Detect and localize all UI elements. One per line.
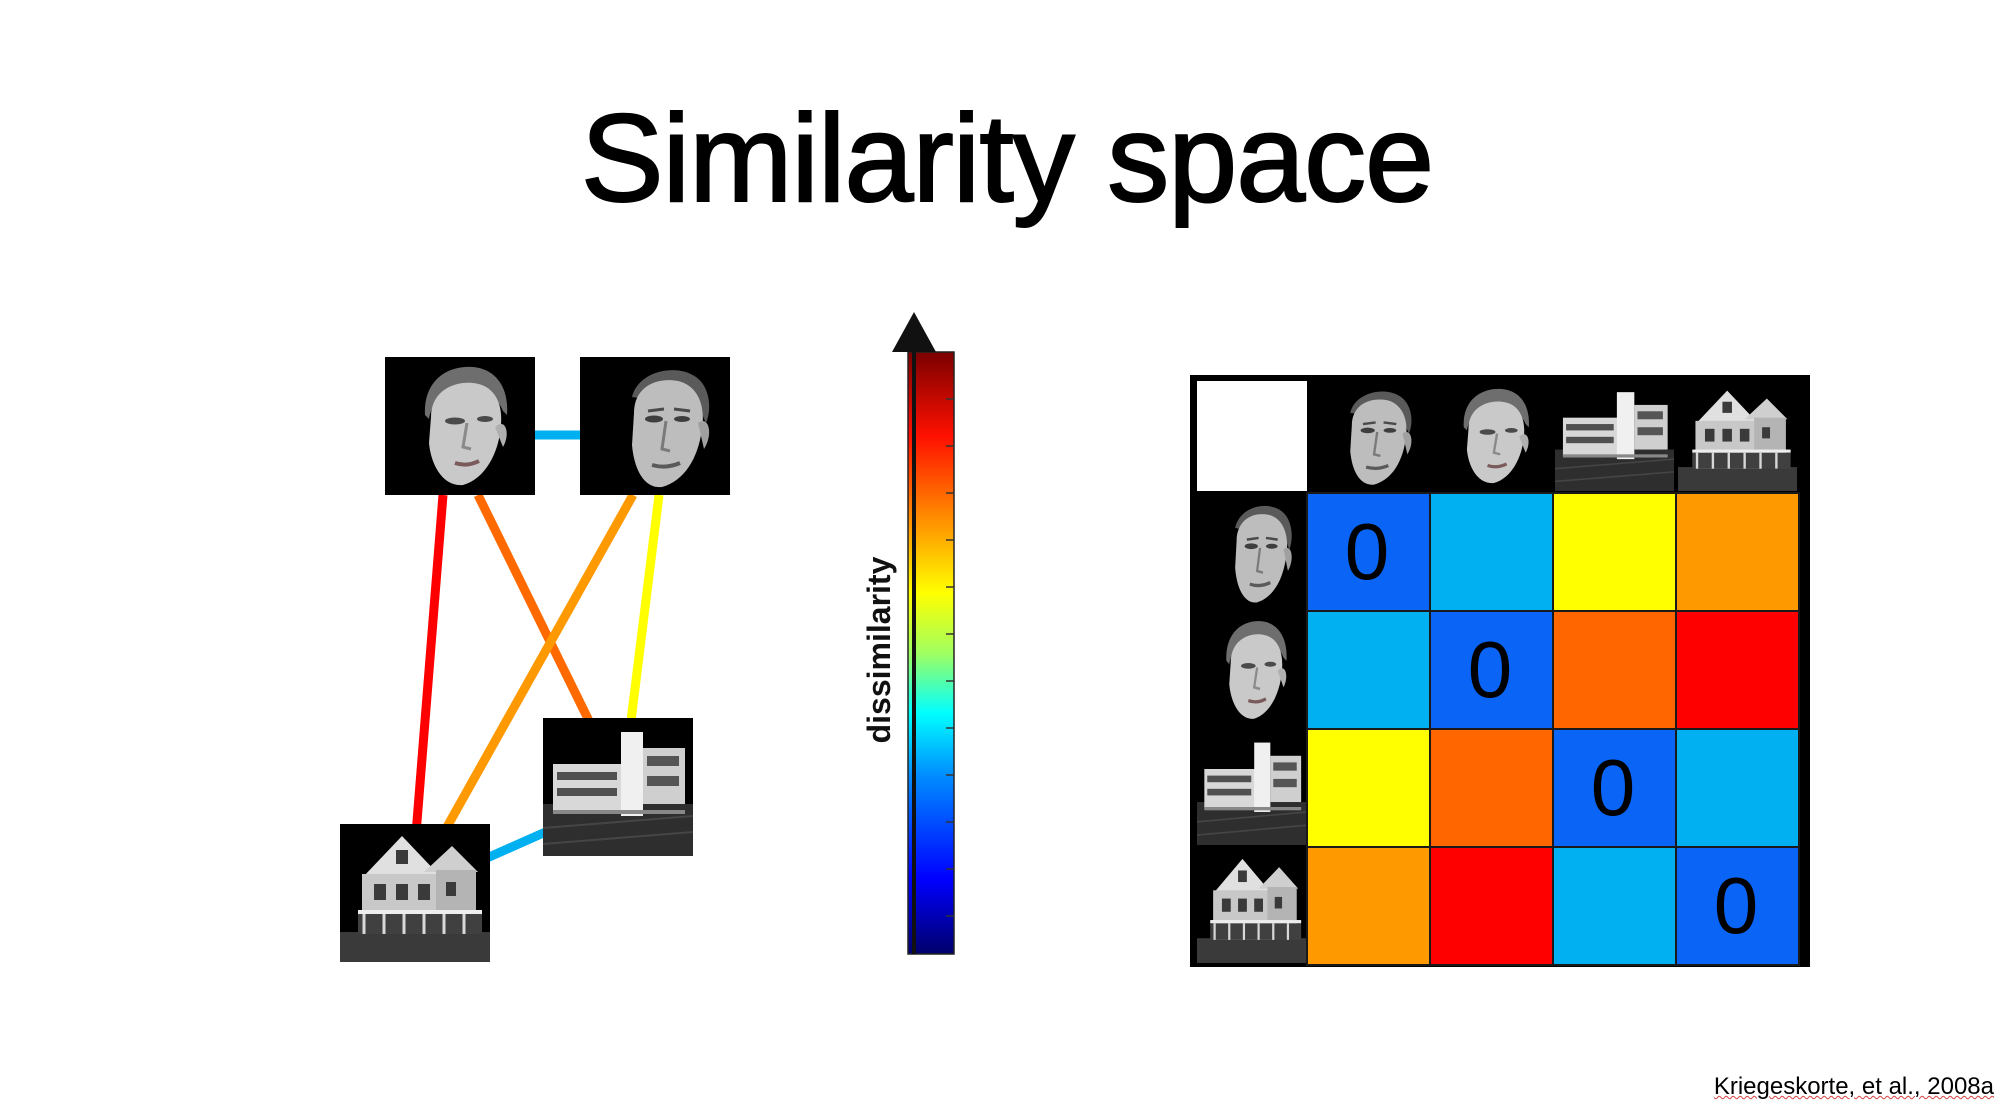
woman-face-image bbox=[383, 355, 537, 497]
matrix-cell-0-3 bbox=[1675, 492, 1800, 612]
edge-man-modern bbox=[625, 494, 664, 730]
edge-man-victorian bbox=[439, 492, 637, 837]
matrix-diagonal-zero-2: 0 bbox=[1591, 743, 1636, 832]
edge-house-house bbox=[485, 825, 552, 863]
colorbar-arrow-icon bbox=[892, 312, 936, 352]
row-header-man-face-image bbox=[1195, 493, 1309, 611]
matrix-cell-2-0 bbox=[1306, 728, 1431, 848]
edge-woman-modern bbox=[473, 493, 598, 731]
matrix-cell-1-3 bbox=[1675, 610, 1800, 730]
row-header-woman-face-image bbox=[1195, 611, 1309, 729]
column-header-modern-building-image bbox=[1554, 380, 1675, 492]
matrix-cell-1-1 bbox=[1429, 610, 1554, 730]
dissimilarity-colorbar: dissimilarity bbox=[861, 312, 955, 955]
slide-title: Similarity space bbox=[580, 89, 1435, 229]
matrix-cell-3-2 bbox=[1552, 846, 1677, 966]
victorian-house-image bbox=[338, 822, 492, 964]
citation-text: Kriegeskorte, et al., 2008a bbox=[1713, 1073, 1994, 1100]
row-header-modern-building-image bbox=[1196, 730, 1308, 846]
man-face-image bbox=[578, 355, 732, 497]
matrix-cell-2-3 bbox=[1675, 728, 1800, 848]
matrix-cell-1-0 bbox=[1306, 610, 1431, 730]
colorbar-ticks bbox=[946, 398, 954, 917]
matrix-cell-3-3 bbox=[1675, 846, 1800, 966]
matrix-cell-1-2 bbox=[1552, 610, 1677, 730]
row-header-victorian-house-image bbox=[1195, 847, 1309, 965]
matrix-cell-2-1 bbox=[1429, 728, 1554, 848]
matrix-cell-0-2 bbox=[1552, 492, 1677, 612]
colorbar-label: dissimilarity bbox=[861, 556, 897, 743]
matrix-cell-3-1 bbox=[1429, 846, 1554, 966]
column-header-man-face-image bbox=[1307, 379, 1430, 493]
column-header-victorian-house-image bbox=[1676, 379, 1799, 493]
matrix-diagonal-zero-1: 0 bbox=[1468, 625, 1513, 714]
citation: Kriegeskorte, et al., 2008a bbox=[1714, 1073, 1994, 1101]
matrix-diagonal-zero-3: 0 bbox=[1714, 861, 1759, 950]
matrix-cell-2-2 bbox=[1552, 728, 1677, 848]
matrix-cell-3-0 bbox=[1306, 846, 1431, 966]
edge-woman-victorian bbox=[411, 494, 448, 835]
matrix-diagonal-zero-0: 0 bbox=[1345, 507, 1390, 596]
matrix-cell-0-1 bbox=[1429, 492, 1554, 612]
column-header-woman-face-image bbox=[1430, 379, 1553, 493]
similarity-graph bbox=[338, 355, 732, 964]
modern-building-image bbox=[542, 717, 694, 857]
matrix-corner-blank bbox=[1197, 381, 1307, 491]
